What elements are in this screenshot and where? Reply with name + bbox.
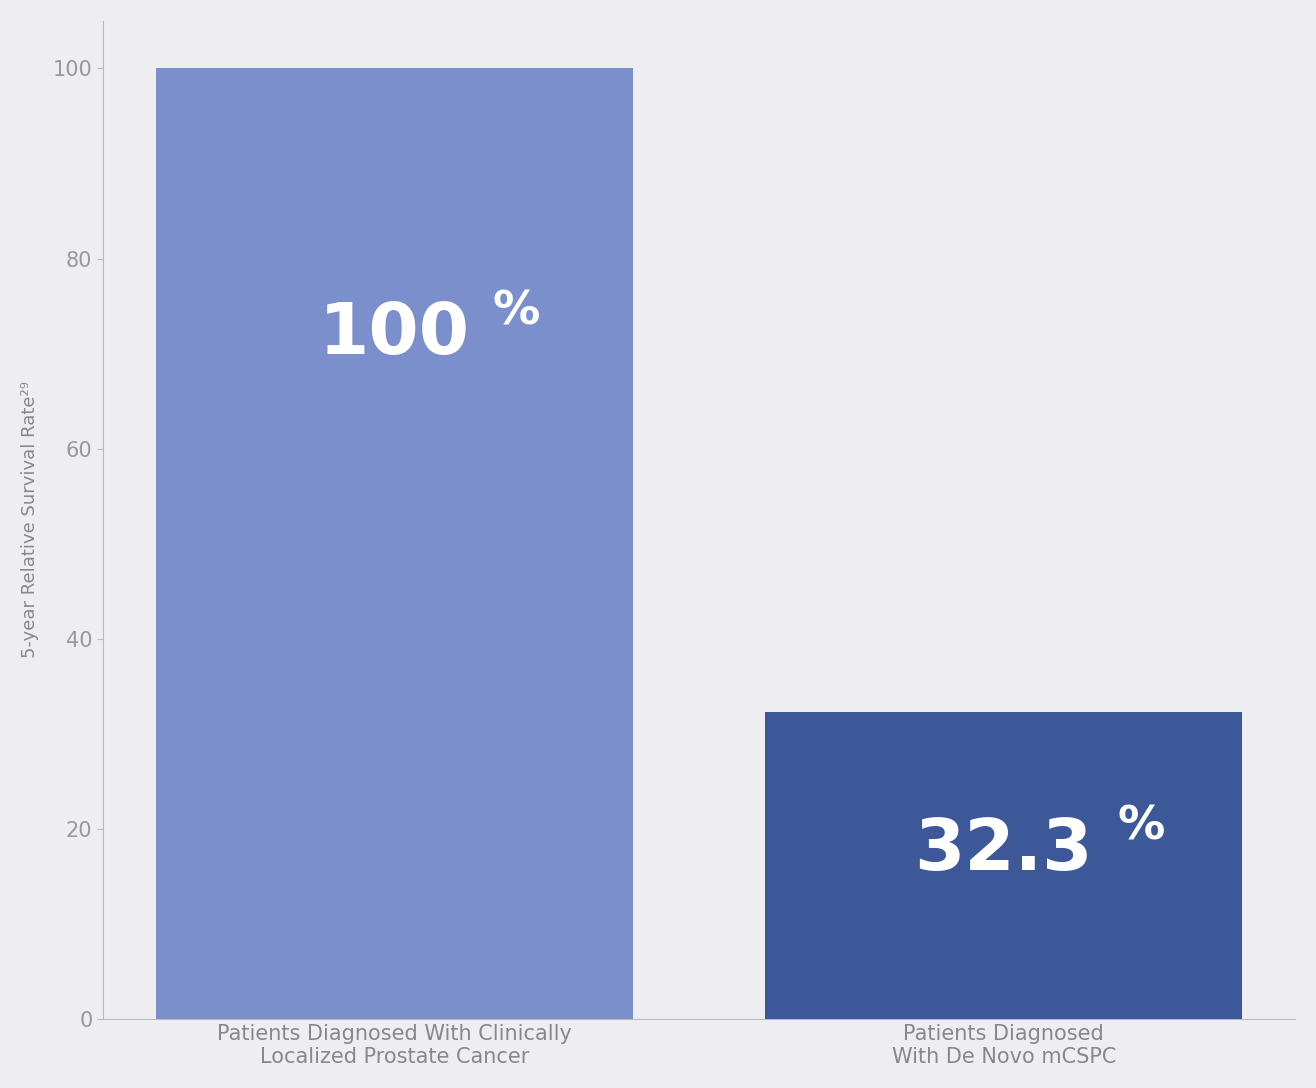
Text: 100: 100 xyxy=(318,300,470,369)
Bar xyxy=(766,712,1242,1019)
Text: %: % xyxy=(492,289,540,334)
Text: %: % xyxy=(1117,805,1165,850)
Text: 32.3: 32.3 xyxy=(915,816,1094,885)
Bar xyxy=(155,69,633,1019)
Y-axis label: 5-year Relative Survival Rate²⁹: 5-year Relative Survival Rate²⁹ xyxy=(21,382,39,658)
